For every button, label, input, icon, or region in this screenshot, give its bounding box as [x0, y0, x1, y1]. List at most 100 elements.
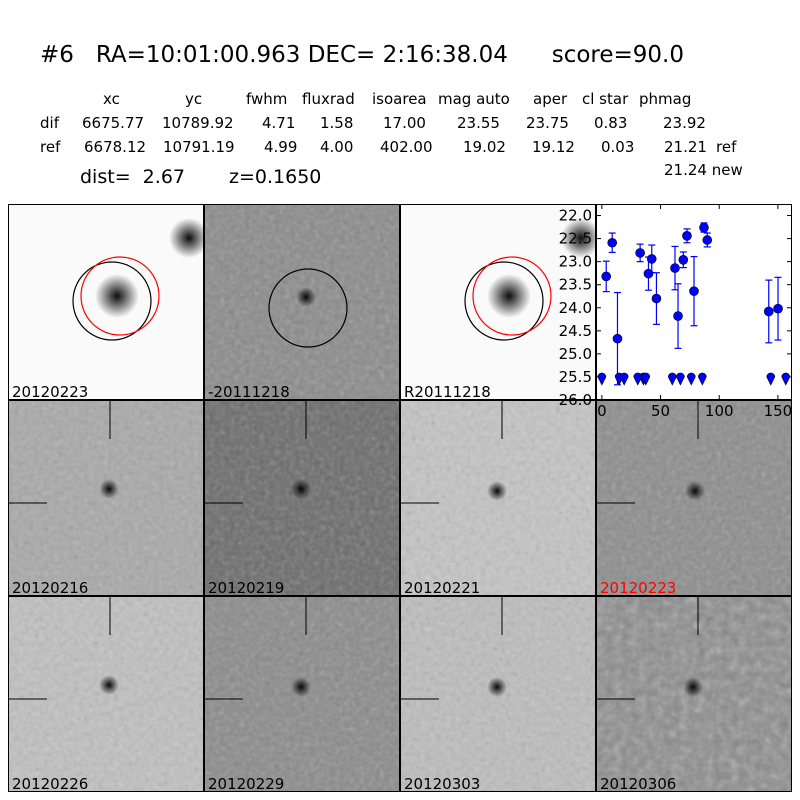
image-stamp[interactable]: 20120223 — [596, 400, 792, 596]
row-label: dif — [40, 114, 59, 132]
column-header: phmag — [639, 90, 692, 108]
source-spot — [487, 677, 507, 697]
data-point — [773, 303, 783, 314]
image-stamp[interactable]: 20120216 — [8, 400, 204, 596]
table-cell: 4.00 — [320, 138, 354, 156]
image-stamp[interactable]: 20120219 — [204, 400, 400, 596]
upper-limit-marker — [641, 372, 651, 386]
source-spot — [291, 677, 311, 697]
stamp-date-label: 20120223 — [12, 383, 89, 400]
x-tick-label: 100 — [705, 402, 734, 420]
y-tick-label: 22.5 — [559, 230, 592, 248]
data-point — [651, 293, 662, 304]
candidate-title: #6 RA=10:01:00.963 DEC= 2:16:38.04 score… — [40, 42, 684, 68]
y-tick-label: 25.0 — [559, 345, 592, 363]
stamp-date-label: 20120219 — [208, 579, 285, 596]
data-point — [670, 263, 680, 273]
column-header: fwhm — [246, 90, 288, 108]
data-point — [643, 268, 654, 279]
y-tick-label: 23.5 — [559, 276, 592, 294]
table-cell: 6675.77 — [82, 114, 145, 132]
table-cell: 0.83 — [594, 114, 628, 132]
source-spot — [487, 274, 531, 318]
stamp-date-label: 20120216 — [12, 579, 89, 596]
aperture-circle — [268, 268, 348, 348]
upper-limit-marker — [676, 372, 685, 386]
data-point — [635, 248, 645, 258]
source-spot — [296, 287, 316, 307]
image-stamp[interactable]: 20120306 — [596, 596, 792, 792]
source-spot — [99, 675, 119, 695]
table-cell: 402.00 — [380, 138, 433, 156]
stamp-date-label: 20120229 — [208, 775, 285, 792]
table-cell: 23.92 — [663, 114, 706, 132]
table-cell: 19.12 — [532, 138, 575, 156]
data-point — [601, 271, 612, 282]
data-point — [673, 311, 683, 321]
y-tick-label: 22.0 — [559, 207, 592, 225]
image-stamp[interactable]: 20120303 — [400, 596, 596, 792]
column-header: fluxrad — [302, 90, 355, 108]
aperture-circle — [72, 261, 152, 341]
data-point — [646, 254, 657, 264]
stamp-date-label: -20111218 — [208, 383, 290, 400]
row-label: ref — [40, 138, 61, 156]
upper-limit-marker — [687, 372, 696, 386]
source-spot — [95, 274, 139, 318]
x-tick-label: 0 — [597, 402, 607, 420]
column-header: cl star — [582, 90, 629, 108]
source-spot — [685, 481, 705, 501]
table-cell: 4.71 — [262, 114, 296, 132]
source-spot — [487, 481, 507, 501]
new-phmag: 21.24 new — [664, 161, 743, 179]
y-tick-label: 24.5 — [559, 322, 592, 340]
column-header: mag auto — [438, 90, 510, 108]
stamp-date-label: 20120303 — [404, 775, 481, 792]
table-cell: 23.55 — [457, 114, 500, 132]
image-stamp[interactable]: 20120229 — [204, 596, 400, 792]
data-point — [702, 235, 713, 245]
redshift-label: z=0.1650 — [229, 166, 322, 188]
table-cell: 10789.92 — [162, 114, 234, 132]
data-point — [607, 237, 617, 248]
table-cell: 0.03 — [601, 138, 635, 156]
stamp-date-label: 20120306 — [600, 775, 677, 792]
upper-limit-marker — [781, 372, 791, 386]
column-header: yc — [185, 90, 203, 108]
table-cell: 1.58 — [320, 114, 354, 132]
stamp-date-label: 20120221 — [404, 579, 481, 596]
y-tick-label: 23.0 — [559, 253, 592, 271]
stamp-date-label: 20120223 — [600, 579, 677, 596]
image-stamp[interactable]: R20111218 — [400, 204, 596, 400]
stamp-date-label: R20111218 — [404, 383, 491, 400]
data-point — [682, 231, 692, 241]
image-stamp[interactable]: 20120223 — [8, 204, 204, 400]
y-tick-label: 26.0 — [559, 391, 592, 409]
source-spot — [291, 479, 311, 499]
upper-limit-marker — [619, 372, 629, 386]
column-header: aper — [533, 90, 568, 108]
x-tick-label: 150 — [764, 402, 793, 420]
dist-label: dist= 2.67 — [80, 166, 185, 188]
source-spot — [683, 677, 703, 697]
y-tick-label: 25.5 — [559, 368, 592, 386]
table-cell: 21.21 — [664, 138, 707, 156]
data-point — [689, 286, 699, 296]
table-cell: 6678.12 — [84, 138, 147, 156]
data-point — [612, 333, 623, 344]
column-header: isoarea — [372, 90, 427, 108]
table-cell: 23.75 — [526, 114, 569, 132]
data-point — [678, 255, 689, 265]
column-header: xc — [103, 90, 120, 108]
image-stamp[interactable]: -20111218 — [204, 204, 400, 400]
image-stamp[interactable]: 20120221 — [400, 400, 596, 596]
image-stamp[interactable]: 20120226 — [8, 596, 204, 792]
table-cell: 17.00 — [383, 114, 426, 132]
source-spot — [99, 479, 119, 499]
aperture-circle — [464, 261, 544, 341]
table-cell: 4.99 — [264, 138, 298, 156]
upper-limit-marker — [597, 372, 607, 386]
row-suffix: ref — [716, 138, 737, 156]
table-cell: 10791.19 — [163, 138, 235, 156]
